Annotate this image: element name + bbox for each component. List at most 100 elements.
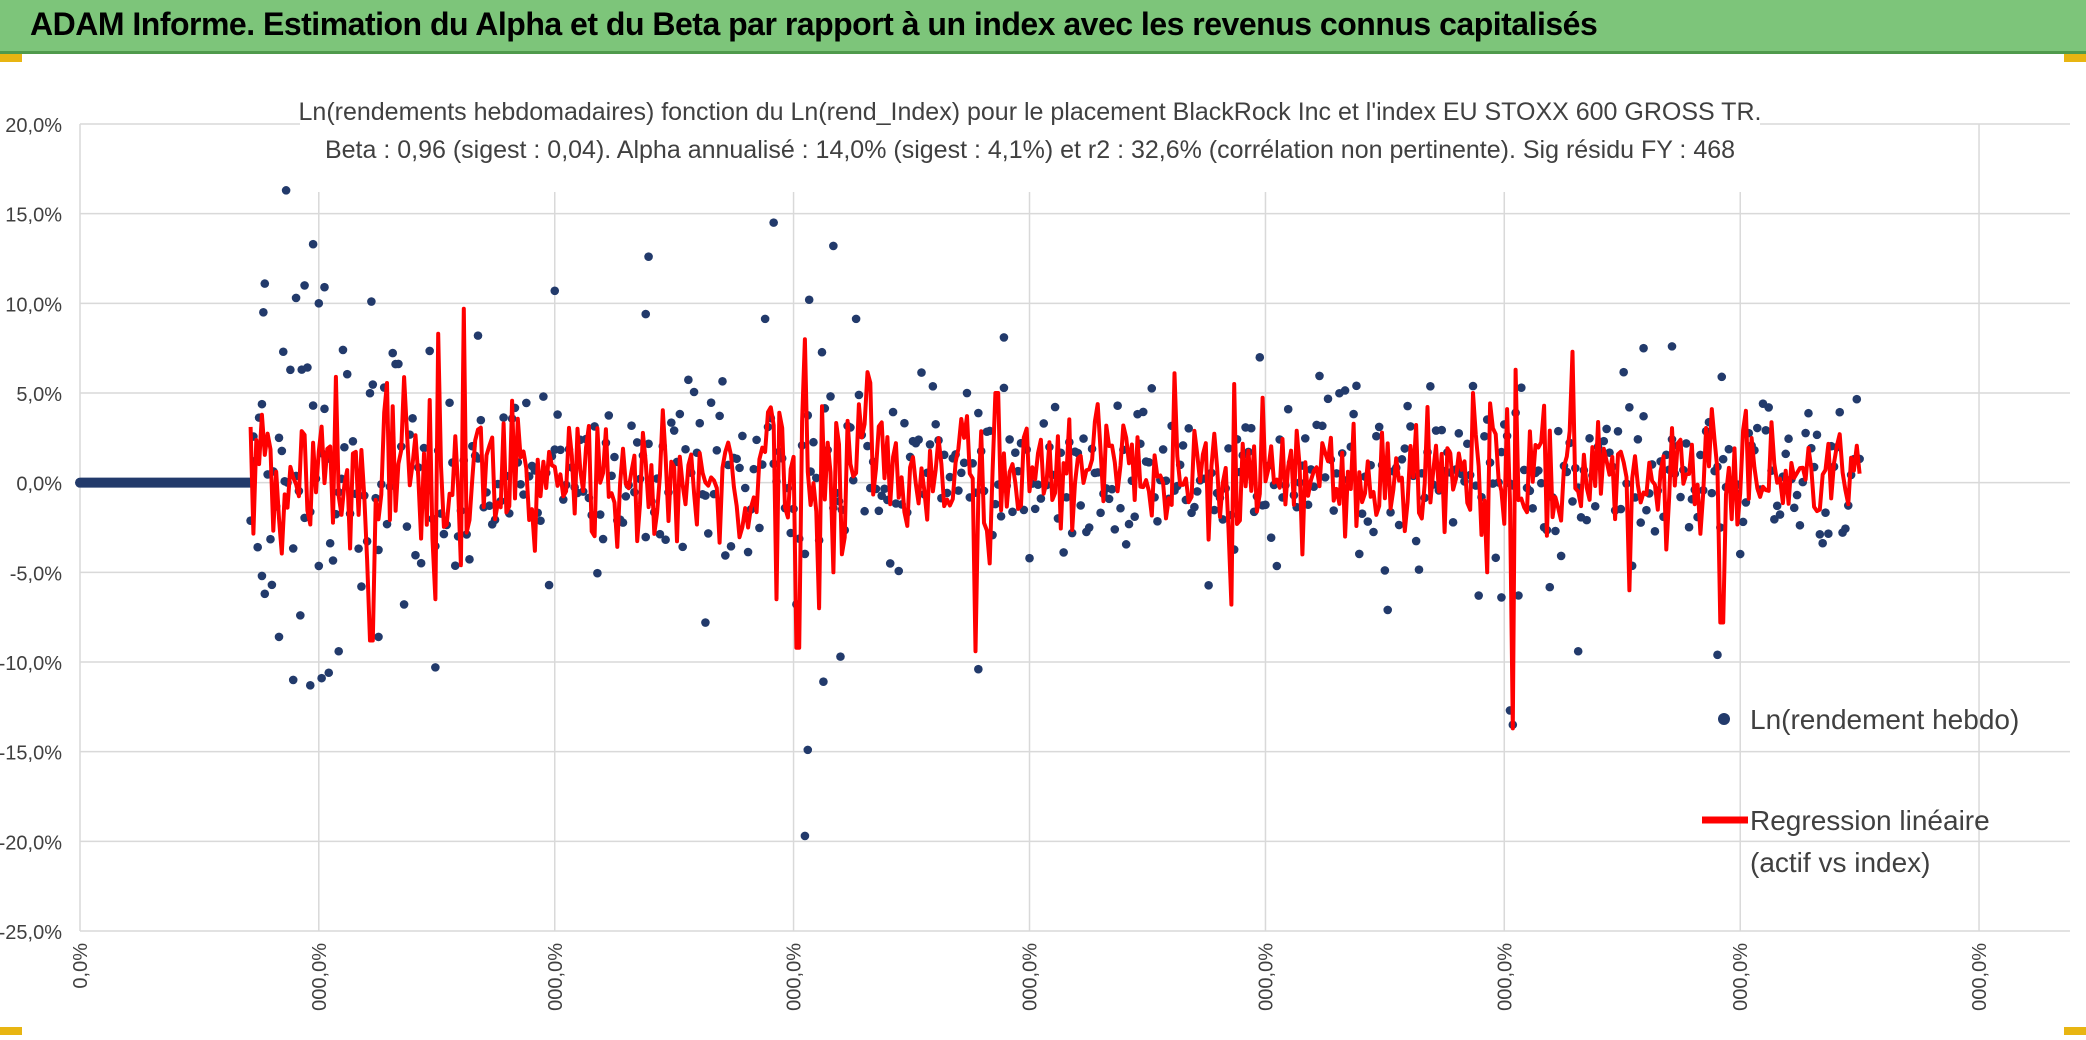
data-point [260, 279, 270, 288]
data-point [1681, 439, 1691, 448]
data-point [1067, 528, 1077, 538]
data-point [348, 436, 358, 446]
data-point [769, 218, 778, 227]
corner-marker [2064, 1027, 2086, 1035]
data-point [1005, 435, 1014, 444]
y-tick-label: -10,0% [0, 653, 62, 675]
data-point [954, 486, 963, 495]
data-point [1556, 551, 1566, 561]
data-point [1599, 436, 1609, 446]
data-point [354, 544, 363, 553]
data-point [305, 681, 315, 690]
data-point [712, 446, 722, 455]
data-point [544, 580, 554, 590]
data-point [399, 600, 409, 609]
data-point [1110, 525, 1120, 534]
data-point [755, 523, 764, 533]
data-point [320, 282, 329, 292]
data-point [1323, 394, 1333, 404]
data-point [1153, 517, 1162, 526]
data-point [1573, 646, 1583, 656]
data-point [1775, 510, 1785, 519]
data-point [1138, 407, 1148, 417]
data-point [1454, 429, 1464, 438]
data-point [1835, 407, 1845, 417]
data-point [985, 426, 995, 436]
data-point [281, 186, 291, 195]
chart-subtitle: Beta : 0,96 (sigest : 0,04). Alpha annua… [325, 136, 1735, 164]
data-point [320, 404, 329, 414]
data-point [1272, 561, 1282, 571]
data-point [1824, 529, 1833, 538]
data-point [760, 314, 770, 324]
data-point [1349, 409, 1358, 419]
data-point [291, 293, 301, 303]
data-point [812, 473, 821, 483]
data-point [1411, 536, 1421, 546]
data-point [726, 542, 736, 551]
data-point [1320, 473, 1330, 482]
data-point [1076, 501, 1085, 510]
data-point [1426, 382, 1435, 391]
data-point [829, 241, 838, 251]
data-point [1011, 448, 1020, 457]
data-point [556, 445, 565, 455]
corner-marker [0, 54, 22, 62]
data-point [860, 506, 869, 516]
data-point [324, 668, 334, 678]
data-point [266, 534, 275, 544]
data-point [340, 442, 349, 452]
data-point [1784, 434, 1793, 444]
data-point [1717, 372, 1727, 382]
data-point [259, 308, 268, 317]
data-point [1246, 423, 1256, 433]
legend-label-regression-line1: Regression linéaire [1750, 805, 1990, 836]
data-point [974, 408, 983, 418]
data-point [749, 464, 759, 474]
data-point [550, 286, 560, 296]
data-point [300, 281, 309, 290]
data-point [1013, 466, 1023, 476]
data-point [325, 538, 335, 548]
data-point [1795, 520, 1805, 530]
data-point [499, 413, 508, 422]
data-point [485, 501, 494, 511]
y-tick-label: 15,0% [5, 205, 62, 227]
data-point [900, 418, 909, 428]
data-point [317, 673, 326, 683]
data-point [1062, 493, 1071, 502]
data-point [1616, 504, 1626, 514]
data-point [408, 414, 417, 423]
x-tick-label: 0,0% [70, 943, 92, 989]
data-point [1468, 381, 1478, 391]
y-tick-label: 20,0% [5, 115, 62, 137]
data-point [1124, 519, 1134, 529]
data-point [553, 410, 562, 419]
data-point [425, 346, 434, 356]
data-point [314, 561, 324, 571]
data-point [1107, 484, 1117, 494]
data-point [1812, 430, 1822, 440]
data-point [257, 399, 267, 409]
legend: Ln(rendement hebdo) Regression linéaire … [1702, 704, 2019, 878]
data-point [342, 369, 352, 379]
data-point [703, 529, 713, 538]
data-point [419, 443, 429, 453]
data-point [1363, 517, 1373, 526]
data-point [1036, 494, 1046, 503]
data-point [1104, 494, 1114, 504]
data-point [1491, 553, 1501, 563]
data-point [931, 419, 940, 429]
data-point [1724, 444, 1734, 454]
data-point [974, 664, 983, 674]
data-point [1497, 593, 1506, 602]
data-point [740, 483, 750, 493]
data-point [956, 468, 966, 478]
data-point [800, 831, 810, 841]
data-point [1585, 434, 1594, 443]
data-point [1184, 423, 1194, 433]
data-point [296, 611, 305, 620]
data-point [288, 675, 298, 685]
data-point [1551, 526, 1560, 536]
data-point [1514, 591, 1523, 600]
